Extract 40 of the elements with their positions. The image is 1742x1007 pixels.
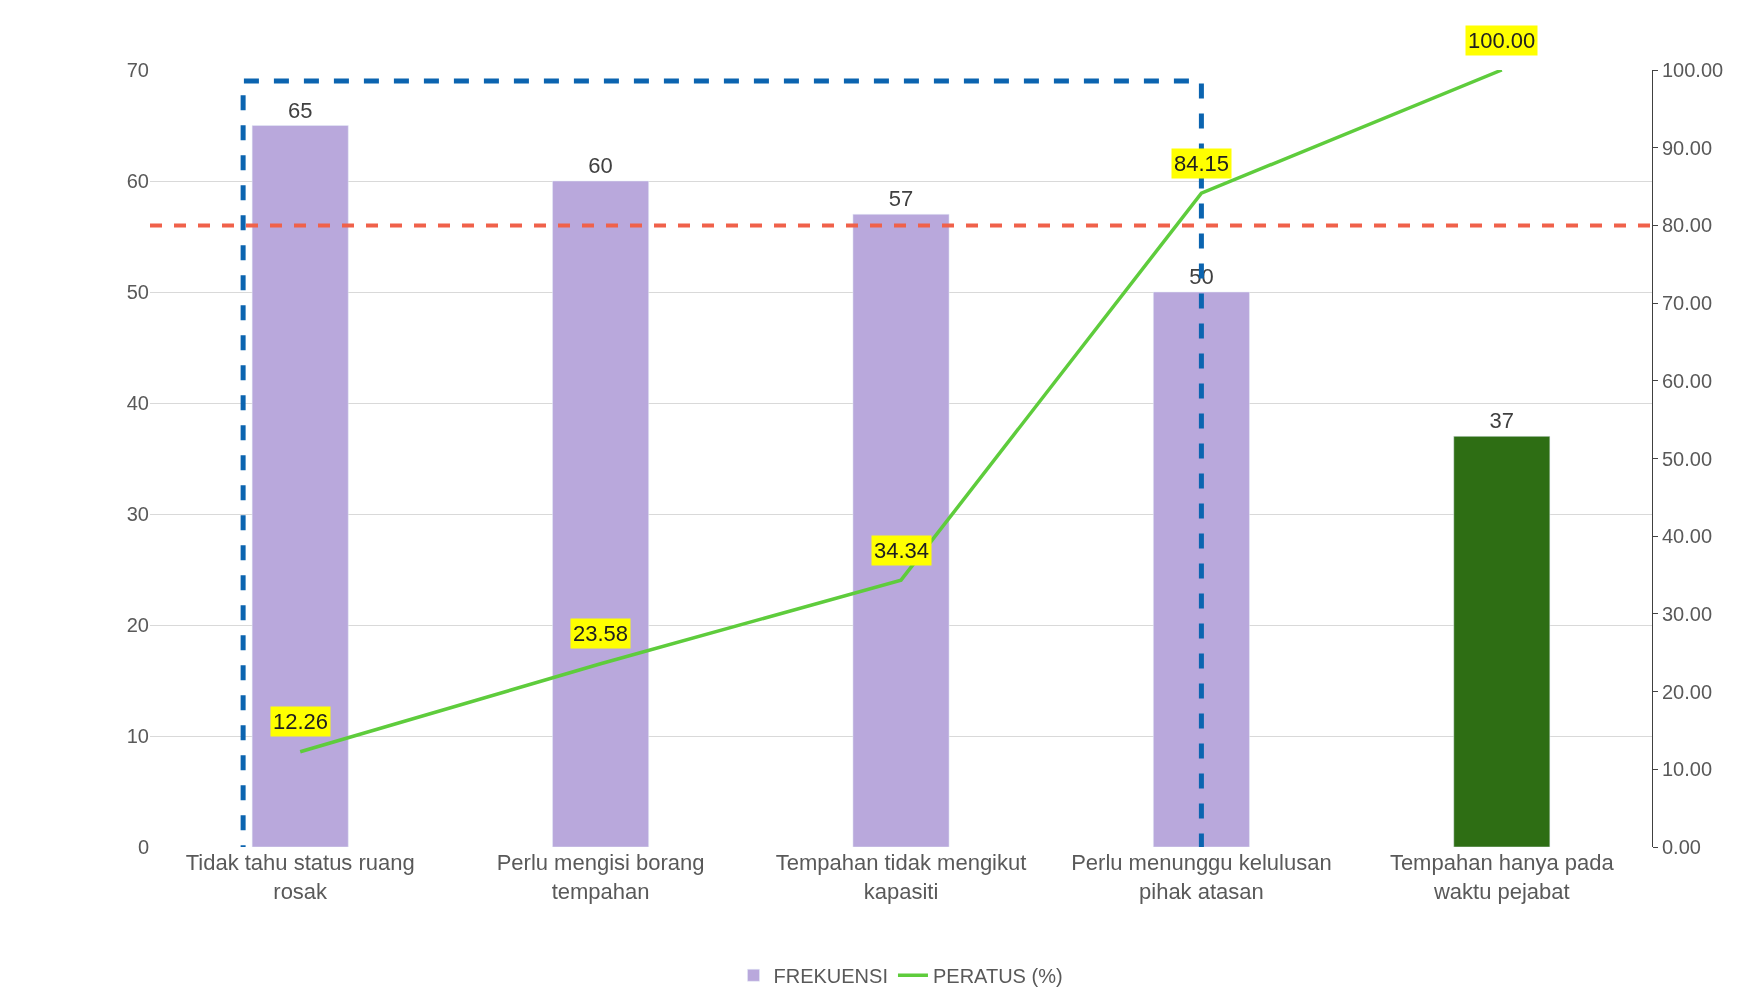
y2-tick-label: 0.00 — [1662, 836, 1701, 858]
data-label: 37 — [1489, 408, 1515, 434]
y2-tick-label: 20.00 — [1662, 680, 1713, 703]
y2-tick-label: 10.00 — [1662, 758, 1713, 781]
x-tick-label: Tempahan tidak mengikut kapasiti — [775, 850, 1027, 904]
y-tick-label: 30 — [126, 503, 149, 525]
y2-tick-label: 70.00 — [1662, 292, 1713, 315]
y2-tick-label: 60.00 — [1662, 369, 1713, 392]
data-label: 12.26 — [273, 709, 329, 734]
data-label: 100.00 — [1468, 28, 1536, 53]
data-label: 84.15 — [1174, 151, 1230, 176]
y2-tick-label: 90.00 — [1662, 136, 1713, 159]
x-tick-label: Tempahan hanya pada waktu pejabat — [1389, 850, 1615, 904]
y-tick-label: 60 — [126, 170, 149, 192]
bar — [552, 180, 649, 847]
data-label: 34.34 — [874, 538, 930, 563]
bar — [251, 125, 349, 847]
y2-tick-label: 50.00 — [1662, 447, 1713, 470]
bar — [852, 214, 950, 847]
y-tick-label: 0 — [137, 836, 149, 858]
y2-tick-label: 30.00 — [1662, 602, 1713, 625]
data-label: 23.58 — [573, 621, 629, 646]
data-label: 65 — [287, 97, 313, 123]
bar — [1453, 436, 1551, 847]
y-tick-label: 70 — [126, 59, 149, 81]
x-tick-label: Perlu mengisi borang tempahan — [496, 850, 705, 904]
data-label: 57 — [888, 186, 914, 212]
y2-tick-label: 80.00 — [1662, 214, 1713, 237]
y2-tick-label: 40.00 — [1662, 525, 1713, 548]
legend-label: FREKUENSI — [773, 965, 888, 988]
y-tick-label: 10 — [126, 725, 149, 747]
y2-tick-label: 100.00 — [1662, 59, 1724, 81]
x-tick-label: Tidak tahu status ruang rosak — [185, 850, 415, 904]
y-tick-label: 20 — [126, 614, 149, 636]
legend-label: PERATUS (%) — [932, 965, 1063, 988]
y-tick-label: 40 — [126, 392, 149, 414]
x-tick-label: Perlu menunggu kelulusan pihak atasan — [1071, 850, 1332, 904]
bar — [1153, 291, 1250, 847]
data-label: 60 — [588, 153, 613, 178]
y-tick-label: 50 — [126, 281, 149, 303]
